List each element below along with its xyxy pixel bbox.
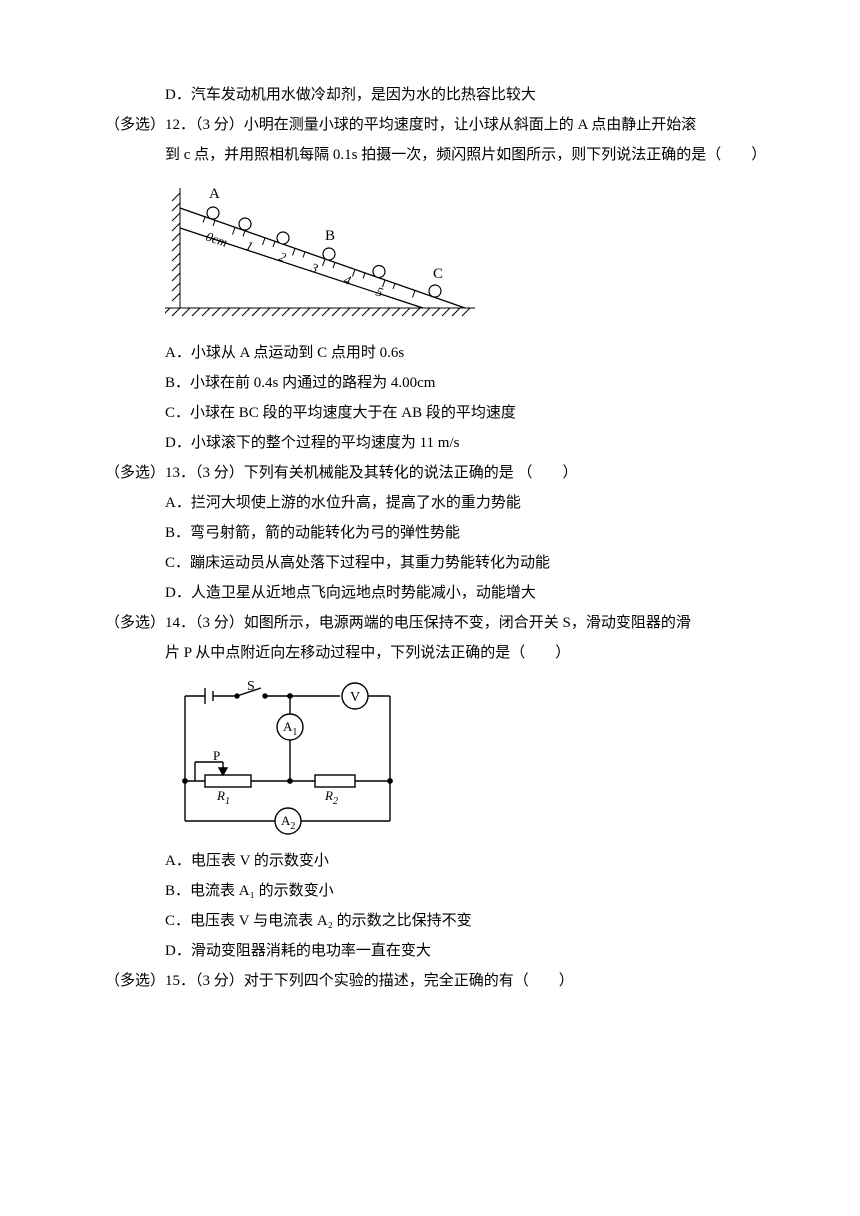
label-V: V (350, 690, 360, 705)
q12-stem-line2: 到 c 点，并用照相机每隔 0.1s 拍摄一次，频闪照片如图所示，则下列说法正确… (70, 140, 790, 170)
q14-stem-line1: （多选）14．（3 分）如图所示，电源两端的电压保持不变，闭合开关 S，滑动变阻… (70, 608, 790, 638)
balls (207, 207, 441, 297)
q14-option-a: A．电压表 V 的示数变小 (70, 846, 790, 876)
q14-figure: S V A1 A2 P R1 R2 (70, 676, 790, 836)
q12-prefix: （多选）12．（3 分） (105, 117, 244, 133)
q13-stem: （多选）13．（3 分）下列有关机械能及其转化的说法正确的是 （ ） (70, 458, 790, 488)
q15-stem-text: 对于下列四个实验的描述，完全正确的有（ ） (244, 973, 574, 989)
label-R1: R1 (216, 788, 230, 807)
q14-option-d: D．滑动变阻器消耗的电功率一直在变大 (70, 936, 790, 966)
exam-page: D．汽车发动机用水做冷却剂，是因为水的比热容比较大 （多选）12．（3 分）小明… (0, 0, 860, 1056)
q14-option-c: C．电压表 V 与电流表 A₂ 的示数之比保持不变 (70, 906, 790, 936)
q14-stem-line2: 片 P 从中点附近向左移动过程中，下列说法正确的是（ ） (70, 638, 790, 668)
ground-hatch (165, 308, 475, 316)
incline-diagram: A B C 0cm 1 2 3 4 5 (165, 178, 485, 328)
label-A: A (209, 186, 220, 202)
q13-stem-text: 下列有关机械能及其转化的说法正确的是 （ ） (244, 465, 578, 481)
q12-option-a: A．小球从 A 点运动到 C 点用时 0.6s (70, 338, 790, 368)
ramp (180, 208, 465, 308)
q13-option-b: B．弯弓射箭，箭的动能转化为弓的弹性势能 (70, 518, 790, 548)
q13-option-d: D．人造卫星从近地点飞向远地点时势能减小，动能增大 (70, 578, 790, 608)
q14-prefix: （多选）14．（3 分） (105, 615, 244, 631)
q13-option-c: C．蹦床运动员从高处落下过程中，其重力势能转化为动能 (70, 548, 790, 578)
tick-5: 5 (374, 284, 386, 300)
tick-0cm: 0cm (204, 229, 229, 250)
q13-prefix: （多选）13．（3 分） (105, 465, 244, 481)
q12-option-d: D．小球滚下的整个过程的平均速度为 11 m/s (70, 428, 790, 458)
q12-stem1: 小明在测量小球的平均速度时，让小球从斜面上的 A 点由静止开始滚 (244, 117, 697, 133)
q11-option-d: D．汽车发动机用水做冷却剂，是因为水的比热容比较大 (70, 80, 790, 110)
q12-option-c: C．小球在 BC 段的平均速度大于在 AB 段的平均速度 (70, 398, 790, 428)
q14-option-b: B．电流表 A₁ 的示数变小 (70, 876, 790, 906)
q15-stem: （多选）15．（3 分）对于下列四个实验的描述，完全正确的有（ ） (70, 966, 790, 996)
q12-stem-line1: （多选）12．（3 分）小明在测量小球的平均速度时，让小球从斜面上的 A 点由静… (70, 110, 790, 140)
label-B: B (325, 228, 335, 244)
q13-option-a: A．拦河大坝使上游的水位升高，提高了水的重力势能 (70, 488, 790, 518)
label-S: S (247, 679, 255, 694)
circuit-diagram: S V A1 A2 P R1 R2 (165, 676, 415, 836)
wall-hatch (172, 188, 180, 308)
q15-prefix: （多选）15．（3 分） (105, 973, 244, 989)
label-R2: R2 (324, 788, 338, 807)
q14-stem1: 如图所示，电源两端的电压保持不变，闭合开关 S，滑动变阻器的滑 (244, 615, 691, 631)
tick-4: 4 (342, 272, 354, 288)
label-P: P (213, 748, 220, 763)
q12-figure: A B C 0cm 1 2 3 4 5 (70, 178, 790, 328)
q12-option-b: B．小球在前 0.4s 内通过的路程为 4.00cm (70, 368, 790, 398)
label-C: C (433, 266, 443, 282)
